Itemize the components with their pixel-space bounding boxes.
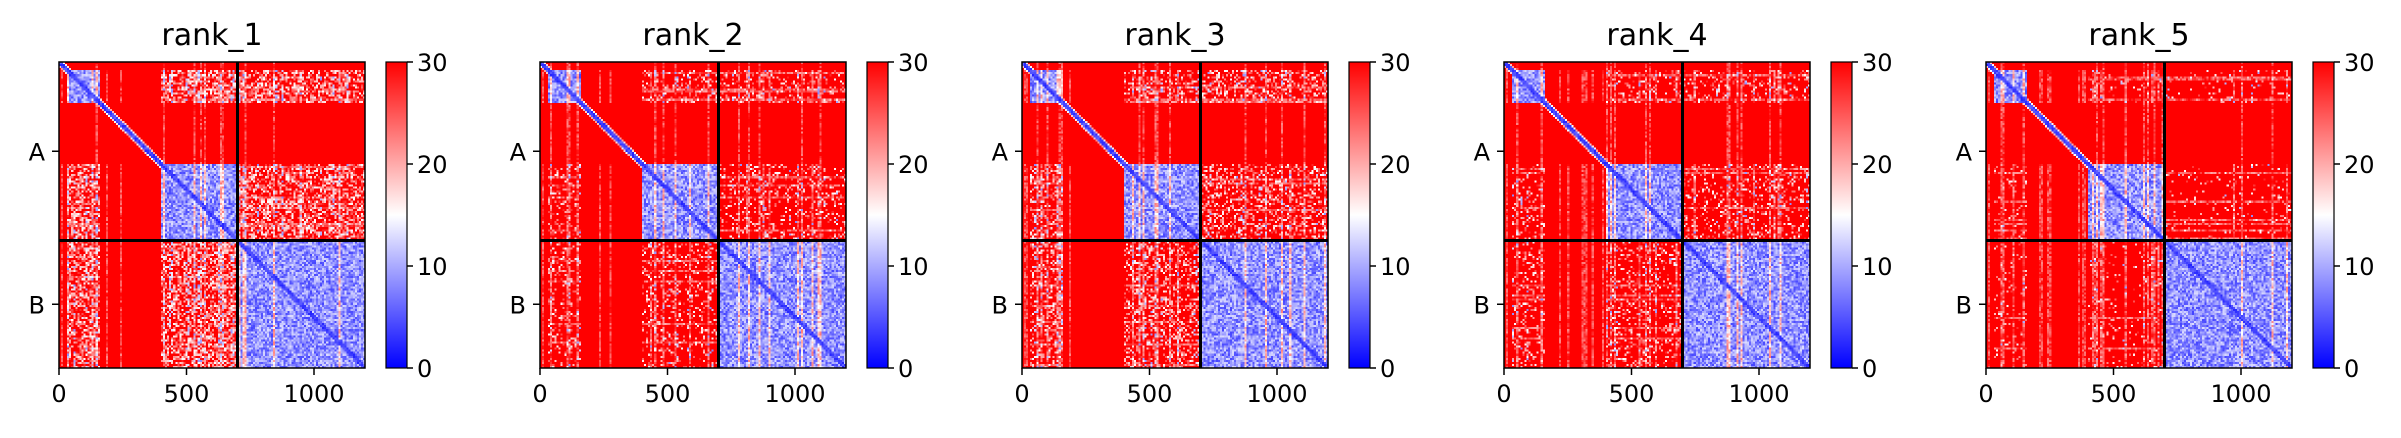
heatmap-image	[540, 62, 846, 368]
y-tick-label: B	[1956, 291, 1972, 319]
colorbar-tick-label: 20	[1862, 151, 1893, 179]
colorbar	[866, 61, 889, 369]
plot-frame	[58, 61, 366, 369]
colorbar-tick-label: 30	[898, 49, 929, 77]
chart-panel-5: rank_5 0 500 1000 A B 0 10 20 30	[1956, 18, 2375, 408]
heatmap-image	[1022, 62, 1328, 368]
colorbar-tick-label: 20	[2344, 151, 2375, 179]
colorbar-tick-label: 20	[898, 151, 929, 179]
plot-frame	[539, 61, 847, 369]
x-tick-label: 1000	[764, 380, 825, 408]
colorbar-tick-label: 30	[2344, 49, 2375, 77]
y-tick-label: A	[1956, 138, 1973, 166]
x-tick-label: 0	[532, 380, 547, 408]
x-tick-label: 0	[1014, 380, 1029, 408]
chart-title: rank_4	[1606, 18, 1707, 53]
colorbar	[1830, 61, 1853, 369]
y-tick-label: A	[510, 138, 527, 166]
colorbar-tick-label: 10	[1380, 253, 1411, 281]
y-tick-label: B	[29, 291, 45, 319]
colorbar-tick-label: 10	[898, 253, 929, 281]
x-tick-label: 1000	[1246, 380, 1307, 408]
chart-title: rank_2	[642, 18, 743, 53]
y-tick-label: A	[992, 138, 1009, 166]
colorbar	[385, 61, 408, 369]
colorbar	[1348, 61, 1371, 369]
colorbar-tick-label: 30	[417, 49, 448, 77]
x-tick-label: 0	[1496, 380, 1511, 408]
x-tick-label: 1000	[283, 380, 344, 408]
plot-frame	[1021, 61, 1329, 369]
heatmap-image	[59, 62, 365, 368]
chart-panel-3: rank_3 0 500 1000 A B 0 10 20 30	[992, 18, 1411, 408]
colorbar-tick-label: 10	[2344, 253, 2375, 281]
x-tick-label: 0	[51, 380, 66, 408]
colorbar-tick-label: 0	[898, 355, 913, 383]
y-tick-label: B	[510, 291, 526, 319]
chart-title: rank_3	[1124, 18, 1225, 53]
chart-panel-2: rank_2 0 500 1000 A B 0 10 20 30	[510, 18, 929, 408]
colorbar-tick-label: 0	[2344, 355, 2359, 383]
colorbar	[2312, 61, 2335, 369]
chart-panel-1: rank_1 0 500 1000 A B 0 10 20 30	[29, 18, 448, 408]
colorbar-tick-label: 0	[1862, 355, 1877, 383]
plot-frame	[1985, 61, 2293, 369]
x-tick-label: 500	[1609, 380, 1655, 408]
heatmap-image	[1504, 62, 1810, 368]
colorbar-tick-label: 0	[417, 355, 432, 383]
x-tick-label: 1000	[2210, 380, 2271, 408]
y-tick-label: B	[992, 291, 1008, 319]
x-tick-label: 1000	[1728, 380, 1789, 408]
colorbar-tick-label: 10	[1862, 253, 1893, 281]
y-tick-label: B	[1474, 291, 1490, 319]
colorbar-tick-label: 30	[1862, 49, 1893, 77]
heatmap-image	[1986, 62, 2292, 368]
x-tick-label: 0	[1978, 380, 1993, 408]
colorbar-tick-label: 20	[417, 151, 448, 179]
x-tick-label: 500	[1127, 380, 1173, 408]
plot-frame	[1503, 61, 1811, 369]
x-tick-label: 500	[2091, 380, 2137, 408]
colorbar-tick-label: 0	[1380, 355, 1395, 383]
y-tick-label: A	[29, 138, 46, 166]
chart-panel-4: rank_4 0 500 1000 A B 0 10 20 30	[1474, 18, 1893, 408]
chart-title: rank_5	[2088, 18, 2189, 53]
colorbar-tick-label: 20	[1380, 151, 1411, 179]
chart-title: rank_1	[161, 18, 262, 53]
x-tick-label: 500	[164, 380, 210, 408]
x-tick-label: 500	[645, 380, 691, 408]
colorbar-tick-label: 30	[1380, 49, 1411, 77]
y-tick-label: A	[1474, 138, 1491, 166]
colorbar-tick-label: 10	[417, 253, 448, 281]
